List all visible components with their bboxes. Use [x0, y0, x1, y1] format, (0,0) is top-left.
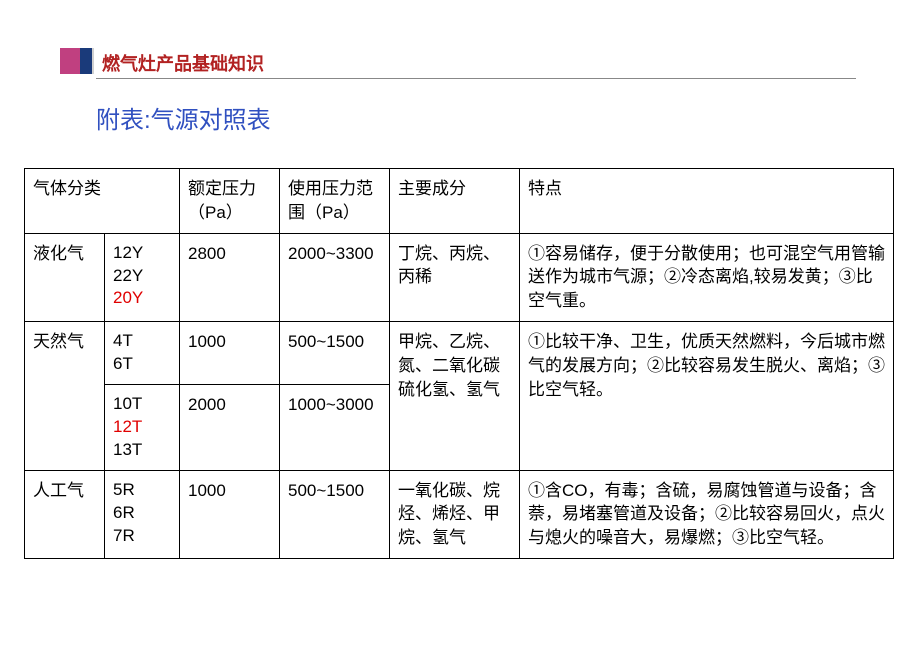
- header-components: 主要成分: [390, 169, 520, 234]
- header-bar-magenta: [60, 48, 80, 74]
- mg-codes: 5R 6R 7R: [105, 470, 180, 558]
- gas-source-table: 气体分类 额定压力（Pa） 使用压力范围（Pa） 主要成分 特点 液化气 12Y…: [24, 168, 894, 559]
- mg-category: 人工气: [25, 470, 105, 558]
- lpg-range: 2000~3300: [280, 233, 390, 321]
- table-row-mg: 人工气 5R 6R 7R 1000 500~1500 一氧化碳、烷烃、烯烃、甲烷…: [25, 470, 894, 558]
- ng1-pressure: 1000: [180, 321, 280, 384]
- subtitle: 附表:气源对照表: [96, 100, 271, 135]
- header-bar-navy: [80, 48, 94, 74]
- ng2-range: 1000~3000: [280, 384, 390, 470]
- page-title: 燃气灶产品基础知识: [102, 50, 264, 76]
- ng2-codes: 10T 12T 13T: [105, 384, 180, 470]
- header-range: 使用压力范围（Pa）: [280, 169, 390, 234]
- table-header-row: 气体分类 额定压力（Pa） 使用压力范围（Pa） 主要成分 特点: [25, 169, 894, 234]
- table-row-ng1: 天然气 4T 6T 1000 500~1500 甲烷、乙烷、氮、二氧化碳硫化氢、…: [25, 321, 894, 384]
- header-underline: [96, 78, 856, 79]
- header-category: 气体分类: [25, 169, 180, 234]
- ng-features: ①比较干净、卫生，优质天然燃料，今后城市燃气的发展方向；②比较容易发生脱火、离焰…: [520, 321, 894, 470]
- gas-source-table-container: 气体分类 额定压力（Pa） 使用压力范围（Pa） 主要成分 特点 液化气 12Y…: [24, 168, 894, 559]
- ng1-codes: 4T 6T: [105, 321, 180, 384]
- header-decoration: 燃气灶产品基础知识: [60, 48, 860, 78]
- mg-range: 500~1500: [280, 470, 390, 558]
- lpg-codes: 12Y 22Y 20Y: [105, 233, 180, 321]
- table-row-lpg: 液化气 12Y 22Y 20Y 2800 2000~3300 丁烷、丙烷、丙稀 …: [25, 233, 894, 321]
- lpg-components: 丁烷、丙烷、丙稀: [390, 233, 520, 321]
- mg-components: 一氧化碳、烷烃、烯烃、甲烷、氢气: [390, 470, 520, 558]
- header-pressure: 额定压力（Pa）: [180, 169, 280, 234]
- mg-pressure: 1000: [180, 470, 280, 558]
- header-features: 特点: [520, 169, 894, 234]
- ng-components: 甲烷、乙烷、氮、二氧化碳硫化氢、氢气: [390, 321, 520, 470]
- lpg-pressure: 2800: [180, 233, 280, 321]
- ng2-pressure: 2000: [180, 384, 280, 470]
- lpg-features: ①容易储存，便于分散使用；也可混空气用管输送作为城市气源；②冷态离焰,较易发黄；…: [520, 233, 894, 321]
- ng-category: 天然气: [25, 321, 105, 470]
- lpg-category: 液化气: [25, 233, 105, 321]
- ng1-range: 500~1500: [280, 321, 390, 384]
- mg-features: ①含CO，有毒；含硫，易腐蚀管道与设备；含萘，易堵塞管道及设备；②比较容易回火，…: [520, 470, 894, 558]
